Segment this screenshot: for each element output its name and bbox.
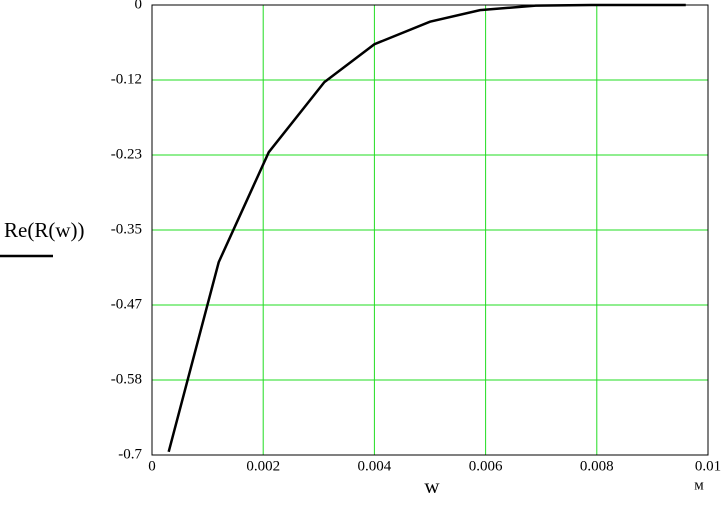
x-tick-label: 0.004 [358,458,392,474]
y-tick-label: -0.12 [111,71,142,87]
x-tick-label: 0.006 [469,458,503,474]
y-tick-label: -0.35 [111,221,142,237]
x-axis-label: w [424,474,440,498]
y-tick-label: -0.7 [118,446,142,462]
y-tick-label: 0 [135,0,143,12]
data-line [167,3,686,453]
x-tick-label: 0.01 [695,458,721,474]
y-tick-label: -0.47 [111,296,143,312]
x-unit-label: м [694,477,704,493]
legend-label: Re(R(w)) [4,218,84,242]
y-tick-label: -0.23 [111,146,142,162]
x-tick-label: 0.002 [246,458,280,474]
plot-frame [151,4,709,456]
x-tick-label: 0.008 [580,458,614,474]
x-tick-label: 0 [148,458,156,474]
y-tick-label: -0.58 [111,371,142,387]
